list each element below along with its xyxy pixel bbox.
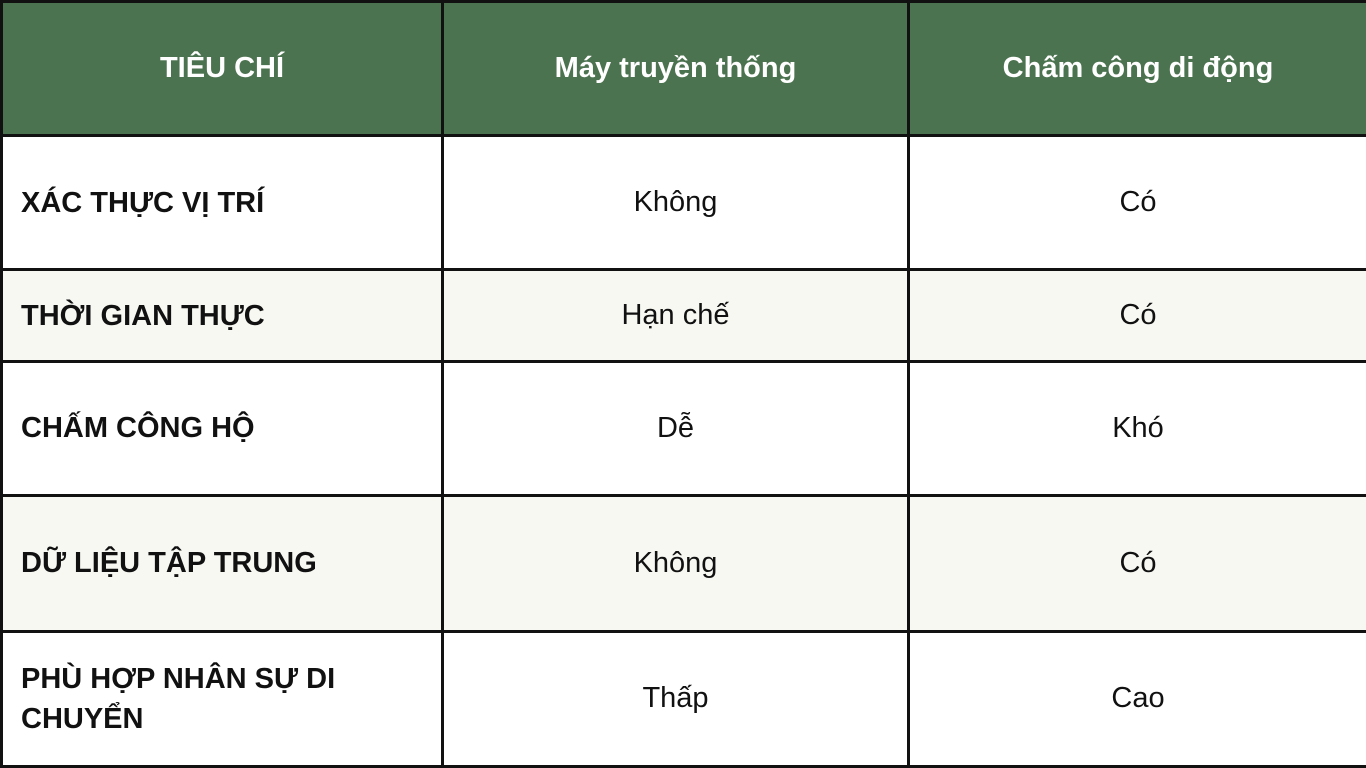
traditional-cell: Hạn chế [441, 268, 910, 363]
header-row: TIÊU CHÍ Máy truyền thống Chấm công di đ… [0, 0, 1366, 137]
table-row: PHÙ HỢP NHÂN SỰ DI CHUYỂN Thấp Cao [0, 629, 1366, 768]
mobile-cell: Có [907, 133, 1366, 272]
mobile-cell: Có [907, 494, 1366, 633]
table-row: XÁC THỰC VỊ TRÍ Không Có [0, 133, 1366, 272]
mobile-cell: Cao [907, 629, 1366, 768]
criteria-cell: DỮ LIỆU TẬP TRUNG [0, 494, 444, 633]
mobile-cell: Khó [907, 359, 1366, 498]
criteria-cell: CHẤM CÔNG HỘ [0, 359, 444, 498]
table-row: THỜI GIAN THỰC Hạn chế Có [0, 268, 1366, 363]
traditional-cell: Dễ [441, 359, 910, 498]
header-mobile-attendance: Chấm công di động [907, 0, 1366, 137]
header-criteria: TIÊU CHÍ [0, 0, 444, 137]
table-row: CHẤM CÔNG HỘ Dễ Khó [0, 359, 1366, 498]
criteria-cell: THỜI GIAN THỰC [0, 268, 444, 363]
traditional-cell: Thấp [441, 629, 910, 768]
criteria-cell: XÁC THỰC VỊ TRÍ [0, 133, 444, 272]
traditional-cell: Không [441, 133, 910, 272]
criteria-cell: PHÙ HỢP NHÂN SỰ DI CHUYỂN [0, 629, 444, 768]
traditional-cell: Không [441, 494, 910, 633]
mobile-cell: Có [907, 268, 1366, 363]
header-traditional-machine: Máy truyền thống [441, 0, 910, 137]
table-row: DỮ LIỆU TẬP TRUNG Không Có [0, 494, 1366, 633]
